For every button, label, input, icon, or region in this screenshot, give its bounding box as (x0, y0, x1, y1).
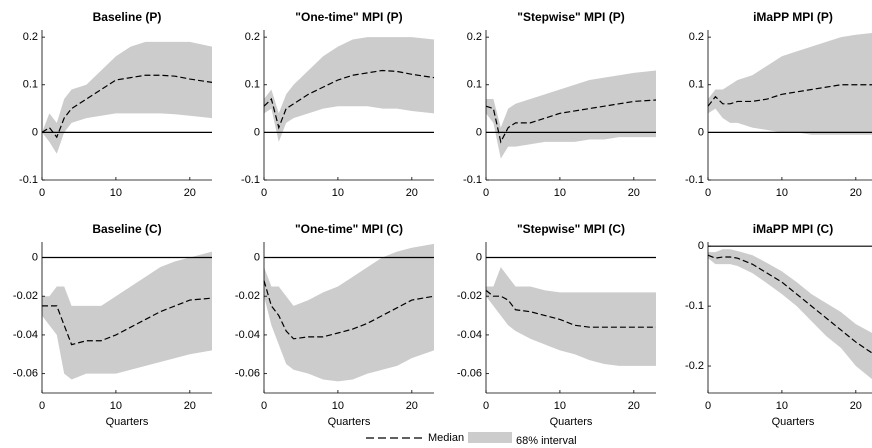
panel: Baseline (P)-0.100.10.20 10 20 (19, 10, 213, 199)
y-tick-label: -0.2 (685, 360, 704, 372)
y-tick-label: 0.1 (23, 79, 38, 91)
x-axis-label: Quarters (772, 416, 815, 428)
panel-title: Baseline (P) (93, 10, 162, 24)
interval-band (264, 37, 434, 142)
median-line (263, 280, 435, 340)
panel: "Stepwise" MPI (C) -0.06 -0.04 -0.02 0 0 10 20 Q… (457, 222, 656, 428)
x-tick-label: 0 (39, 187, 45, 199)
x-tick-label: 0 (261, 187, 267, 199)
x-tick-label: 10 (554, 400, 566, 412)
y-tick-label: -0.06 (235, 368, 260, 380)
panel-title: Baseline (C) (92, 222, 161, 236)
y-tick-label: 0 (698, 240, 704, 252)
legend-label: 68% interval (516, 435, 577, 447)
y-tick-label: -0.1 (241, 174, 260, 186)
panel-title: "Stepwise" MPI (C) (517, 222, 625, 236)
legend-label: Median (428, 432, 464, 444)
x-tick-label: 10 (110, 187, 122, 199)
y-tick-label: 0 (32, 251, 38, 263)
y-tick-label: -0.02 (457, 290, 482, 302)
y-tick-label: -0.1 (19, 174, 38, 186)
x-tick-label: 20 (628, 400, 640, 412)
y-tick-label: 0 (476, 251, 482, 263)
x-axis-label: Quarters (550, 416, 593, 428)
x-tick-label: 0 (39, 400, 45, 412)
y-tick-label: -0.04 (457, 329, 482, 341)
panel-title: iMaPP MPI (P) (753, 10, 833, 24)
median-line (485, 99, 657, 144)
y-tick-label: 0.2 (23, 31, 38, 43)
x-tick-label: 10 (776, 400, 788, 412)
x-tick-label: 20 (850, 400, 862, 412)
y-tick-label: 0 (32, 126, 38, 138)
panel: "One-time" MPI (P)-0.100.10.20 10 20 (241, 10, 435, 199)
y-tick-label: 0.2 (245, 31, 260, 43)
x-tick-label: 10 (332, 400, 344, 412)
x-tick-label: 20 (406, 400, 418, 412)
x-tick-label: 20 (406, 187, 418, 199)
legend-interval-swatch (468, 432, 512, 443)
interval-band (708, 249, 872, 380)
x-tick-label: 0 (261, 400, 267, 412)
median-line (42, 297, 213, 346)
x-tick-label: 0 (483, 400, 489, 412)
x-tick-label: 20 (850, 187, 862, 199)
interval-band (486, 267, 656, 366)
y-tick-label: 0.1 (467, 79, 482, 91)
x-tick-label: 10 (554, 187, 566, 199)
x-tick-label: 20 (628, 187, 640, 199)
y-tick-label: 0.1 (245, 79, 260, 91)
panel-title: "One-time" MPI (P) (295, 10, 402, 24)
y-tick-label: -0.1 (685, 300, 704, 312)
y-tick-label: -0.06 (457, 368, 482, 380)
panel-title: iMaPP MPI (C) (753, 222, 833, 236)
interval-band (486, 70, 656, 159)
panel: iMaPP MPI (P)-0.100.10.20 10 20 (685, 10, 872, 199)
panel-title: "One-time" MPI (C) (295, 222, 403, 236)
panel: "Stepwise" MPI (P)-0.100.10.20 10 20 (463, 10, 657, 199)
x-tick-label: 0 (705, 187, 711, 199)
y-tick-label: 0 (254, 251, 260, 263)
x-tick-label: 20 (184, 400, 196, 412)
y-tick-label: -0.06 (13, 368, 38, 380)
y-tick-label: -0.02 (13, 290, 38, 302)
x-tick-label: 0 (483, 187, 489, 199)
interval-band (42, 251, 212, 380)
x-axis-label: Quarters (106, 416, 149, 428)
y-tick-label: -0.04 (13, 329, 38, 341)
interval-band (264, 243, 434, 382)
median-line (263, 69, 435, 130)
y-tick-label: 0.1 (689, 79, 704, 91)
x-axis-label: Quarters (328, 416, 371, 428)
y-tick-label: 0 (698, 126, 704, 138)
y-tick-label: 0 (254, 126, 260, 138)
y-tick-label: 0 (476, 126, 482, 138)
y-tick-label: -0.02 (235, 290, 260, 302)
x-tick-label: 20 (184, 187, 196, 199)
median-line (485, 289, 656, 328)
interval-band (708, 33, 872, 135)
x-tick-label: 10 (110, 400, 122, 412)
panel: "One-time" MPI (C) -0.06 -0.04 -0.02 0 0 10 20 Q… (235, 222, 435, 428)
y-tick-label: 0.2 (467, 31, 482, 43)
median-line (41, 74, 213, 139)
y-tick-label: -0.04 (235, 329, 260, 341)
legend: Median 68% interval (366, 432, 577, 447)
panel: iMaPP MPI (C) -0.2 -0.1 0 0 10 20 Quarters (685, 222, 872, 428)
x-tick-label: 0 (705, 400, 711, 412)
x-tick-label: 10 (332, 187, 344, 199)
interval-band (42, 41, 212, 154)
y-tick-label: -0.1 (463, 174, 482, 186)
panel: Baseline (C) -0.06 -0.04 -0.02 0 0 10 20 Quarter… (13, 222, 213, 428)
panel-title: "Stepwise" MPI (P) (517, 10, 624, 24)
median-line (707, 84, 872, 107)
y-tick-label: 0.2 (689, 31, 704, 43)
median-line (707, 254, 872, 354)
y-tick-label: -0.1 (685, 174, 704, 186)
x-tick-label: 10 (776, 187, 788, 199)
